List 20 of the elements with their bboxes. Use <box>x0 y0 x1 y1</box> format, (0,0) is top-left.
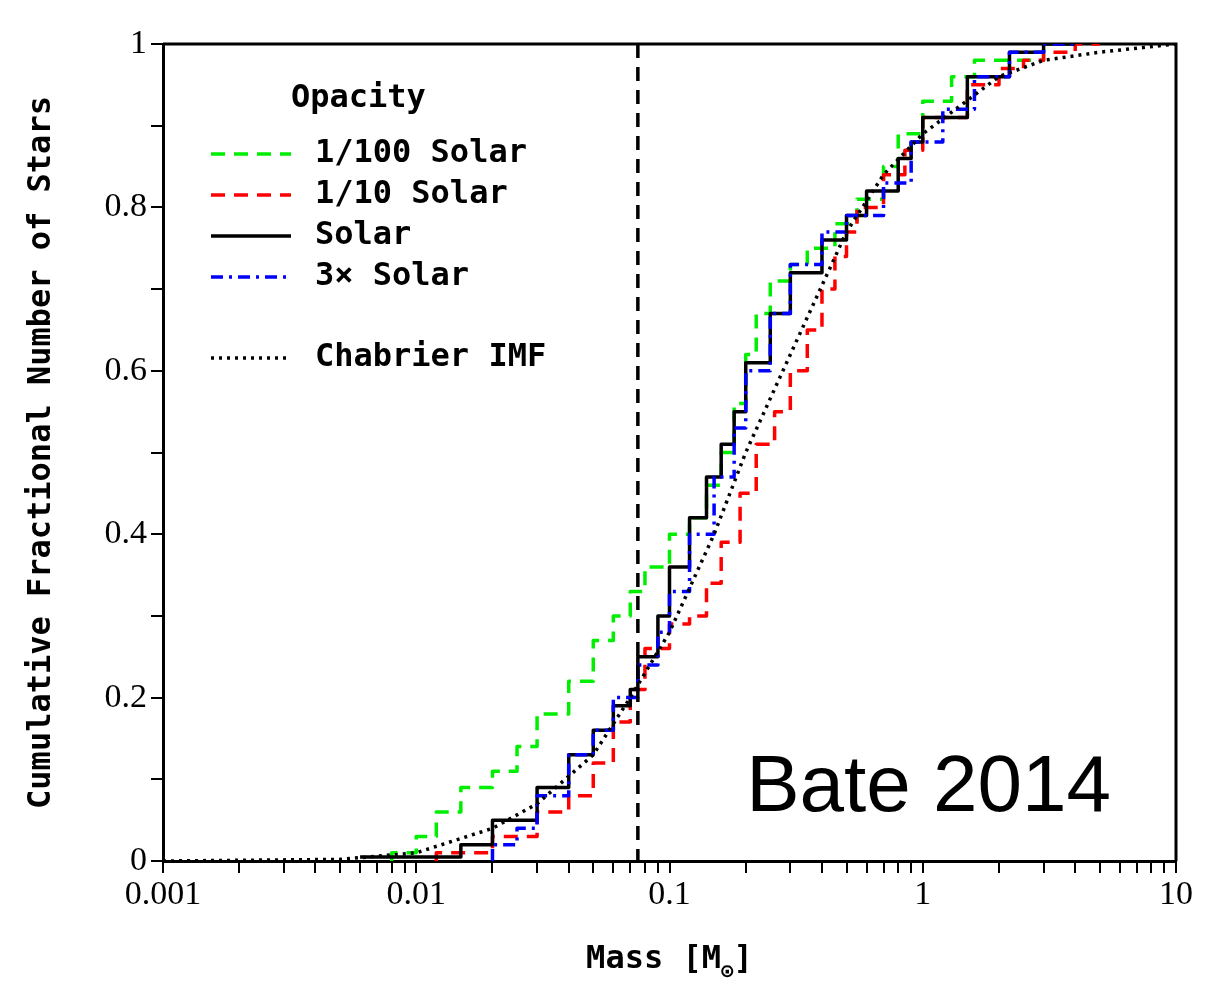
y-tick-label: 0.4 <box>104 513 147 551</box>
y-tick-label: 0.2 <box>104 676 147 714</box>
y-tick-label: 0.8 <box>104 186 147 224</box>
legend-label: Solar <box>315 214 412 253</box>
x-tick-label: 0.01 <box>386 874 446 912</box>
annotation: Bate 2014 <box>746 739 1111 828</box>
y-tick-label: 0 <box>130 839 147 877</box>
x-tick-label: 10 <box>1159 874 1193 912</box>
x-tick-label: 0.1 <box>648 874 691 912</box>
x-tick-label: 1 <box>914 874 932 912</box>
legend-title: Opacity <box>291 77 426 116</box>
y-tick-label: 0.6 <box>104 349 147 387</box>
x-axis-title: Mass [M⊙] <box>586 938 753 983</box>
x-tick-label: 0.001 <box>124 874 202 912</box>
legend-label: 1/10 Solar <box>315 173 508 212</box>
y-tick-label: 1 <box>130 22 147 60</box>
legend-label: Chabrier IMF <box>315 336 547 375</box>
y-axis-title: Cumulative Fractional Number of Stars <box>20 96 58 809</box>
legend-label: 3× Solar <box>315 255 470 294</box>
legend-label: 1/100 Solar <box>315 132 527 171</box>
